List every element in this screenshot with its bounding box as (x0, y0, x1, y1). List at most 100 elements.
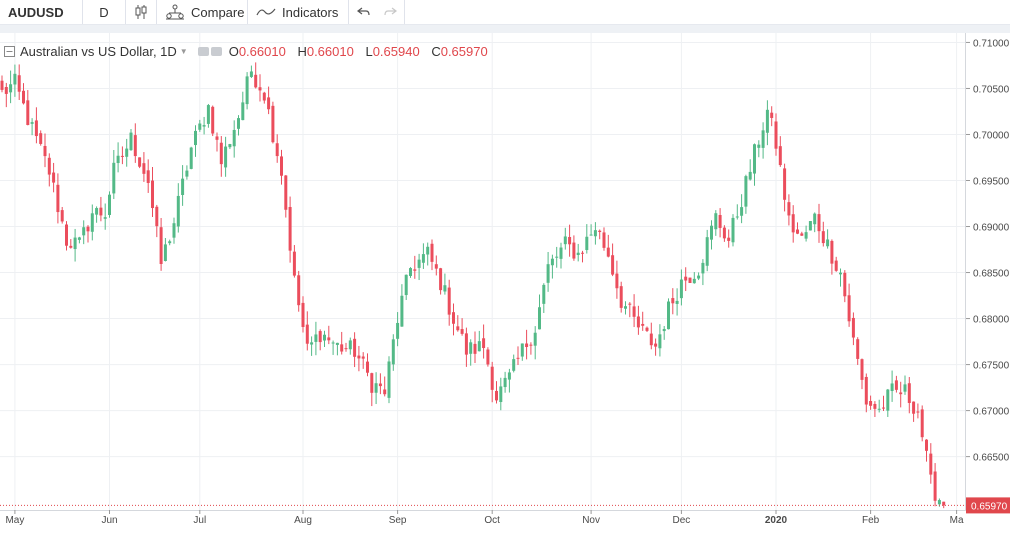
compare-label: Compare (191, 4, 245, 20)
candle-body (800, 233, 804, 236)
candle-body (473, 343, 477, 354)
candle-body (17, 75, 21, 92)
candle-body (830, 240, 834, 264)
candle-body (396, 322, 400, 339)
candle-body (318, 331, 322, 343)
candle-body (907, 383, 911, 403)
open-value: 0.66010 (238, 43, 286, 59)
toolbar-divider (348, 0, 349, 24)
candle-body (426, 246, 430, 255)
candle-body (447, 287, 451, 315)
candle-body (877, 408, 881, 410)
candle-body (903, 384, 907, 392)
candle-body (636, 316, 640, 328)
candle-body (843, 272, 847, 297)
toolbar-divider (247, 0, 248, 24)
candle-body (770, 112, 774, 118)
indicators-label: Indicators (282, 4, 339, 20)
candle-body (568, 236, 572, 245)
candle-body (839, 272, 842, 275)
candle-body (232, 129, 236, 147)
candle-body (495, 390, 498, 401)
candle-body (219, 142, 223, 165)
candle-body (245, 76, 249, 105)
candle-body (520, 343, 524, 357)
candle-body (146, 170, 150, 183)
candle-body (413, 269, 417, 271)
candle-body (937, 500, 941, 505)
candle-body (159, 227, 163, 264)
visibility-icon[interactable] (197, 46, 209, 56)
time-tick-label: 2020 (765, 515, 788, 526)
candle-body (366, 361, 369, 373)
candle-body (142, 163, 146, 174)
series-title[interactable]: Australian vs US Dollar, 1D (20, 43, 177, 59)
time-tick-label: Oct (484, 515, 500, 526)
candle-body (873, 403, 877, 409)
candle-body (288, 206, 292, 251)
candle-body (748, 171, 752, 180)
undo-icon[interactable] (357, 6, 371, 18)
collapse-legend-icon[interactable] (4, 45, 15, 57)
candle-body (30, 122, 34, 124)
candle-body (516, 357, 520, 359)
candle-body (116, 155, 120, 164)
price-tick-label: 0.69000 (973, 223, 1010, 234)
candle-body (439, 268, 443, 291)
candle-body (228, 144, 232, 148)
candle-body (168, 241, 172, 244)
candle-body (550, 258, 554, 266)
candle-body (533, 332, 537, 346)
series-dropdown-icon[interactable]: ▼ (179, 46, 188, 56)
high-value: 0.66010 (306, 43, 354, 59)
candle-body (464, 333, 468, 355)
candle-body (331, 342, 335, 344)
candle-body (602, 232, 606, 248)
price-tick-label: 0.68500 (973, 269, 1010, 280)
candle-body (99, 207, 103, 216)
price-tick-label: 0.70000 (973, 130, 1010, 141)
candle-body (344, 348, 348, 350)
candle-body (112, 162, 116, 194)
compare-button[interactable]: Compare (157, 0, 247, 24)
settings-icon[interactable] (210, 46, 222, 56)
high-label: H (297, 43, 307, 59)
candle-body (482, 338, 486, 349)
candle-body (667, 301, 670, 330)
time-tick-label: Aug (294, 515, 312, 526)
price-tick-label: 0.67500 (973, 361, 1010, 372)
candle-body (421, 254, 425, 263)
candle-body (258, 87, 262, 91)
indicators-button[interactable]: Indicators (248, 0, 348, 24)
candle-body (701, 262, 705, 274)
price-chart[interactable]: 0.71000 0.70500 0.70000 0.69500 0.69000 0.685… (0, 33, 1010, 534)
toolbar: AUDUSD D Compare Indicators (0, 0, 1010, 25)
time-axis[interactable]: May Jun Jul Aug Sep Oct Nov Dec 2020 Feb Ma (5, 510, 964, 526)
candle-body (714, 213, 718, 230)
candle-body (628, 303, 632, 305)
candle-body (434, 264, 438, 269)
candle-body (735, 216, 739, 218)
candle-body (39, 133, 43, 144)
chart-type-button[interactable] (126, 0, 156, 24)
toolbar-divider (156, 0, 157, 24)
candle-body (778, 146, 782, 166)
close-value: 0.65970 (440, 43, 488, 59)
candle-body (353, 338, 357, 357)
candle-body (886, 389, 890, 411)
candle-body (817, 214, 821, 232)
candle-body (417, 259, 421, 268)
time-tick-label: May (5, 515, 24, 526)
candle-body (486, 349, 490, 365)
price-axis[interactable]: 0.71000 0.70500 0.70000 0.69500 0.69000 0.685… (966, 38, 1010, 464)
candle-body (684, 276, 688, 281)
candle-body (697, 275, 701, 279)
interval-button[interactable]: D (83, 0, 125, 24)
price-tick-label: 0.70500 (973, 84, 1010, 95)
candle-body (391, 339, 395, 365)
candle-body (73, 237, 77, 250)
time-tick-label: Ma (950, 515, 964, 526)
redo-icon[interactable] (383, 6, 397, 18)
symbol-search[interactable]: AUDUSD (0, 0, 82, 24)
candle-body (292, 251, 296, 276)
